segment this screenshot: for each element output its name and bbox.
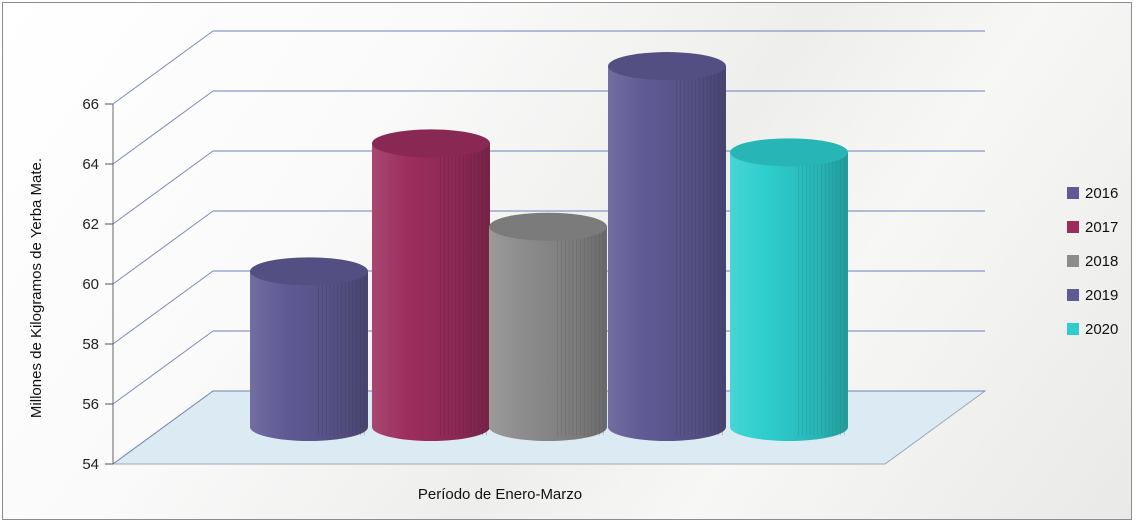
legend-swatch: [1067, 187, 1079, 199]
legend-label: 2017: [1085, 219, 1118, 236]
legend-label: 2018: [1085, 253, 1118, 270]
wall-gridline: [112, 90, 214, 165]
legend-swatch: [1067, 289, 1079, 301]
cylinder-body: [250, 271, 368, 441]
legend-item-2016: 2016: [1067, 185, 1118, 202]
y-tick-labels: 54 56 58 60 62 64 66: [82, 96, 99, 473]
legend-item-2018: 2018: [1067, 253, 1118, 270]
y-tick-label: 64: [82, 156, 99, 173]
y-tick-label: 56: [82, 396, 99, 413]
cylinder-bar-chart: 54 56 58 60 62 64 66 Millones de Kilogramos de…: [28, 30, 1118, 503]
wall-gridline: [112, 30, 214, 105]
cylinder-top: [250, 257, 368, 286]
wall-gridline: [112, 390, 214, 465]
legend-item-2017: 2017: [1067, 219, 1118, 236]
legend-swatch: [1067, 255, 1079, 267]
cylinder-top: [608, 52, 726, 81]
wall-gridline: [112, 210, 214, 285]
bar-2017: [372, 129, 490, 441]
y-tick-label: 58: [82, 336, 99, 353]
wall-gridline: [112, 150, 214, 225]
y-axis-title: Millones de Kilogramos de Yerba Mate.: [28, 158, 45, 418]
bar-2018: [489, 212, 607, 441]
legend: 2016 2017 2018 2019 2020: [1067, 185, 1118, 338]
cylinder-body: [372, 143, 490, 441]
wall-gridline: [112, 270, 214, 345]
legend-item-2020: 2020: [1067, 321, 1118, 338]
x-axis-title: Período de Enero-Marzo: [418, 486, 582, 503]
legend-swatch: [1067, 323, 1079, 335]
legend-swatch: [1067, 221, 1079, 233]
y-tick-label: 66: [82, 96, 99, 113]
legend-item-2019: 2019: [1067, 287, 1118, 304]
wall-gridline: [112, 330, 214, 405]
y-tick-label: 54: [82, 456, 99, 473]
cylinder-body: [489, 226, 607, 441]
bar-2019: [608, 52, 726, 442]
bar-2020: [730, 138, 848, 441]
legend-label: 2019: [1085, 287, 1118, 304]
bars: [250, 52, 848, 442]
cylinder-top: [730, 138, 848, 167]
cylinder-top: [489, 212, 607, 241]
legend-label: 2016: [1085, 185, 1118, 202]
cylinder-body: [730, 152, 848, 441]
bar-2016: [250, 257, 368, 441]
y-tick-label: 60: [82, 276, 99, 293]
y-tick-label: 62: [82, 216, 99, 233]
cylinder-body: [608, 66, 726, 442]
legend-label: 2020: [1085, 321, 1118, 338]
cylinder-top: [372, 129, 490, 158]
